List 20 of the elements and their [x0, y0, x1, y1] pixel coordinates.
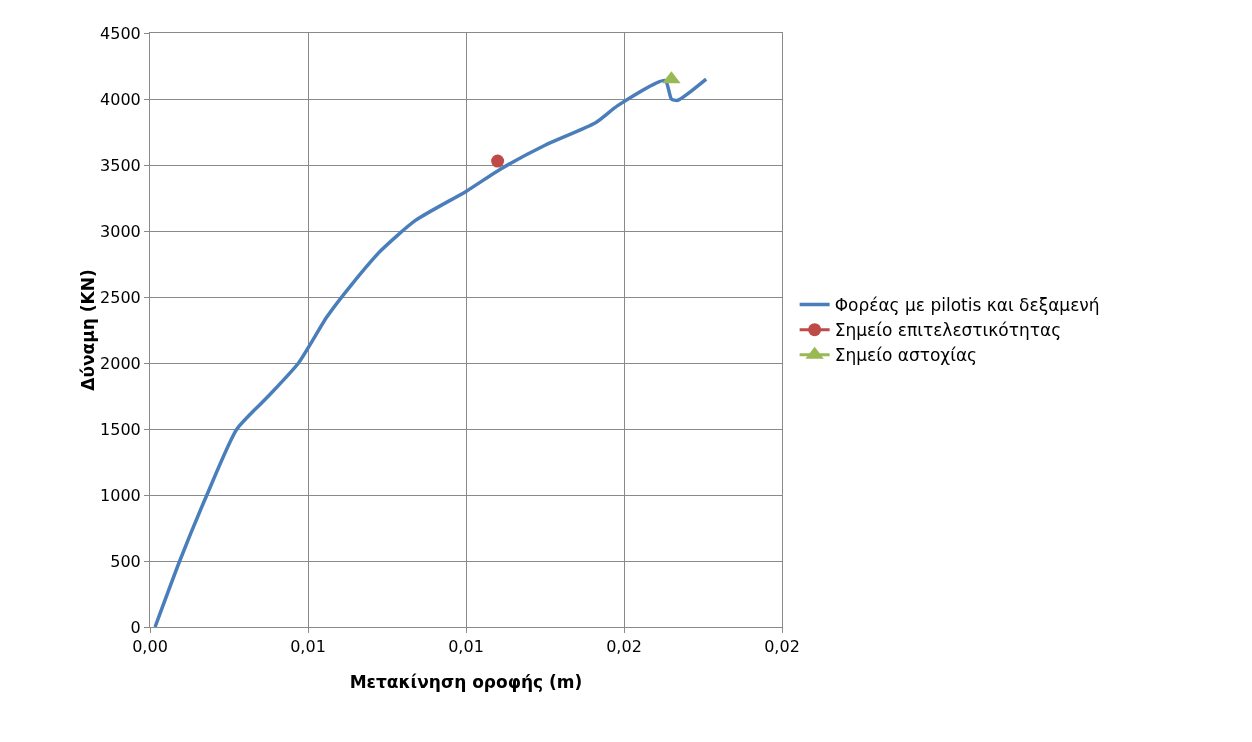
x-tick-label: 0,01	[290, 637, 326, 657]
y-tick-label: 4000	[100, 89, 141, 109]
y-tick-label: 4500	[100, 23, 141, 43]
y-tick-label: 2500	[100, 287, 141, 307]
legend-label: Σημείο αστοχίας	[834, 345, 978, 366]
y-tick-label: 3500	[100, 155, 141, 175]
y-tick-label: 500	[110, 551, 141, 571]
x-axis-title: Μετακίνηση οροφής (m)	[349, 672, 583, 692]
legend-label: Σημείο επιτελεστικότητας	[834, 320, 1062, 341]
x-tick-label: 0,00	[132, 637, 168, 657]
x-tick-label: 0,02	[606, 637, 642, 657]
y-tick-label: 2000	[100, 353, 141, 373]
y-tick-label: 3000	[100, 221, 141, 241]
x-tick-label: 0,02	[764, 637, 800, 657]
y-tick-label: 1000	[100, 485, 141, 505]
y-tick-label: 0	[130, 617, 141, 637]
legend-label: Φορέας με pilotis και δεξαμενή	[834, 295, 1100, 316]
y-tick-label: 1500	[100, 419, 141, 439]
x-tick-label: 0,01	[448, 637, 484, 657]
y-axis-title: Δύναμη (KN)	[78, 269, 99, 391]
